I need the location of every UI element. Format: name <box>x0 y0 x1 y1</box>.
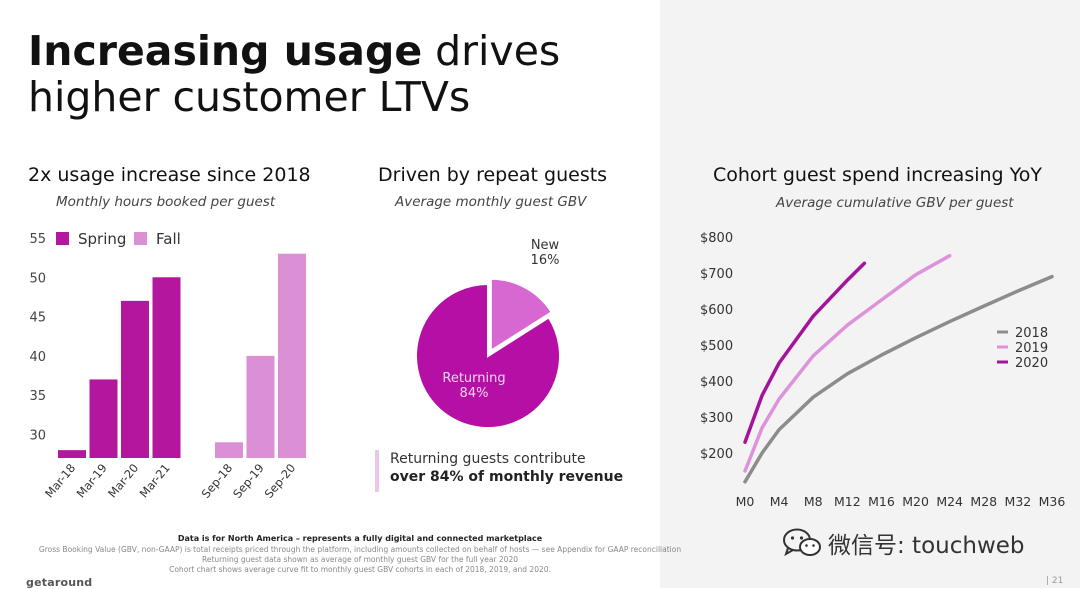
x-tick-label: Mar-21 <box>137 461 173 500</box>
bar-sep-19 <box>246 355 275 458</box>
y-tick-label: $500 <box>700 339 733 354</box>
bar-chart-title: 2x usage increase since 2018 <box>28 164 311 186</box>
legend-label-2019: 2019 <box>1015 341 1048 356</box>
y-tick-label: 50 <box>29 271 46 286</box>
y-tick-label: 30 <box>29 428 46 443</box>
page-title: Increasing usage drives higher customer L… <box>28 28 560 120</box>
bar-mar-18 <box>58 450 86 458</box>
bar-sep-20 <box>278 253 306 458</box>
footnote-main: Data is for North America – represents a… <box>177 534 543 543</box>
bar-sep-18 <box>215 442 243 458</box>
series-line-2020 <box>743 261 867 444</box>
pie-slice-new <box>489 277 554 353</box>
page-title-bold: Increasing usage <box>28 27 423 75</box>
series-line-2018 <box>743 274 1054 484</box>
pie-label-returning: Returning <box>442 371 505 386</box>
x-tick-label: M8 <box>804 494 823 509</box>
line-chart-subtitle: Average cumulative GBV per guest <box>776 195 1014 211</box>
x-tick-label: Sep-20 <box>262 461 299 501</box>
series-line-2019 <box>743 253 952 473</box>
x-tick-label: M12 <box>834 494 861 509</box>
x-tick-label: M32 <box>1005 494 1032 509</box>
page-title-rest: drives <box>422 27 561 75</box>
pie-chart-subtitle: Average monthly guest GBV <box>395 194 587 210</box>
pie-label-new: New <box>531 238 560 253</box>
y-tick-label: $400 <box>700 375 733 390</box>
x-tick-label: Sep-18 <box>199 461 236 501</box>
y-tick-label: $600 <box>700 303 733 318</box>
y-tick-label: 35 <box>29 389 46 404</box>
page-number: | 21 <box>1046 576 1064 586</box>
y-tick-label: $800 <box>700 231 733 246</box>
x-tick-label: M28 <box>970 494 997 509</box>
bar-mar-21 <box>152 277 181 458</box>
returning-callout: Returning guests contribute over 84% of … <box>375 450 650 492</box>
callout-line1: Returning guests contribute <box>390 451 586 467</box>
legend-label-spring: Spring <box>78 230 126 248</box>
y-tick-label: $300 <box>700 411 733 426</box>
pie-slice-returning <box>415 282 561 429</box>
footnote-cohort: Cohort chart shows average curve fit to … <box>169 565 551 574</box>
x-tick-label: M0 <box>736 494 755 509</box>
getaround-logo: getaround <box>26 576 93 589</box>
watermark: 微信号: touchweb <box>782 526 1025 560</box>
legend-swatch-fall <box>134 232 147 245</box>
line-chart-title: Cohort guest spend increasing YoY <box>713 164 1042 186</box>
x-tick-label: M36 <box>1039 494 1066 509</box>
x-tick-label: Sep-19 <box>230 461 267 501</box>
pie-pct-new: 16% <box>531 253 560 268</box>
y-tick-label: $200 <box>700 447 733 462</box>
wechat-icon <box>783 528 821 557</box>
footnote-returning: Returning guest data shown as average of… <box>201 555 518 564</box>
bar-mar-19 <box>89 379 118 458</box>
x-tick-label: Mar-20 <box>105 461 141 500</box>
legend-swatch-spring <box>56 232 69 245</box>
x-tick-label: M24 <box>936 494 963 509</box>
bar-mar-20 <box>121 300 149 458</box>
y-tick-label: 55 <box>29 232 46 247</box>
bar-chart: 55 50 45 40 35 30 Spring Fall Mar-18Mar-19Mar-20… <box>29 230 306 501</box>
x-tick-label: M4 <box>770 494 789 509</box>
page-title-line2: higher customer LTVs <box>28 73 471 121</box>
y-tick-label: 40 <box>29 350 46 365</box>
legend-label-2018: 2018 <box>1015 326 1048 341</box>
pie-chart-title: Driven by repeat guests <box>378 164 608 186</box>
footnote-gbv: Gross Booking Value (GBV, non-GAAP) is t… <box>38 545 682 554</box>
callout-line2: over 84% of monthly revenue <box>390 469 624 485</box>
x-tick-label: M16 <box>868 494 895 509</box>
bar-chart-subtitle: Monthly hours booked per guest <box>56 194 276 210</box>
y-tick-label: 45 <box>29 311 46 326</box>
line-chart: $800 $700 $600 $500 $400 $300 $200 M0 M4 M8 M12 M16… <box>700 231 1066 509</box>
pie-pct-returning: 84% <box>460 386 489 401</box>
x-tick-label: Mar-18 <box>42 461 78 500</box>
y-tick-label: $700 <box>700 267 733 282</box>
x-tick-label: M20 <box>902 494 929 509</box>
x-tick-label: Mar-19 <box>74 461 110 500</box>
legend-label-2020: 2020 <box>1015 356 1048 371</box>
legend-label-fall: Fall <box>156 230 181 248</box>
watermark-text: 微信号: touchweb <box>828 533 1025 559</box>
